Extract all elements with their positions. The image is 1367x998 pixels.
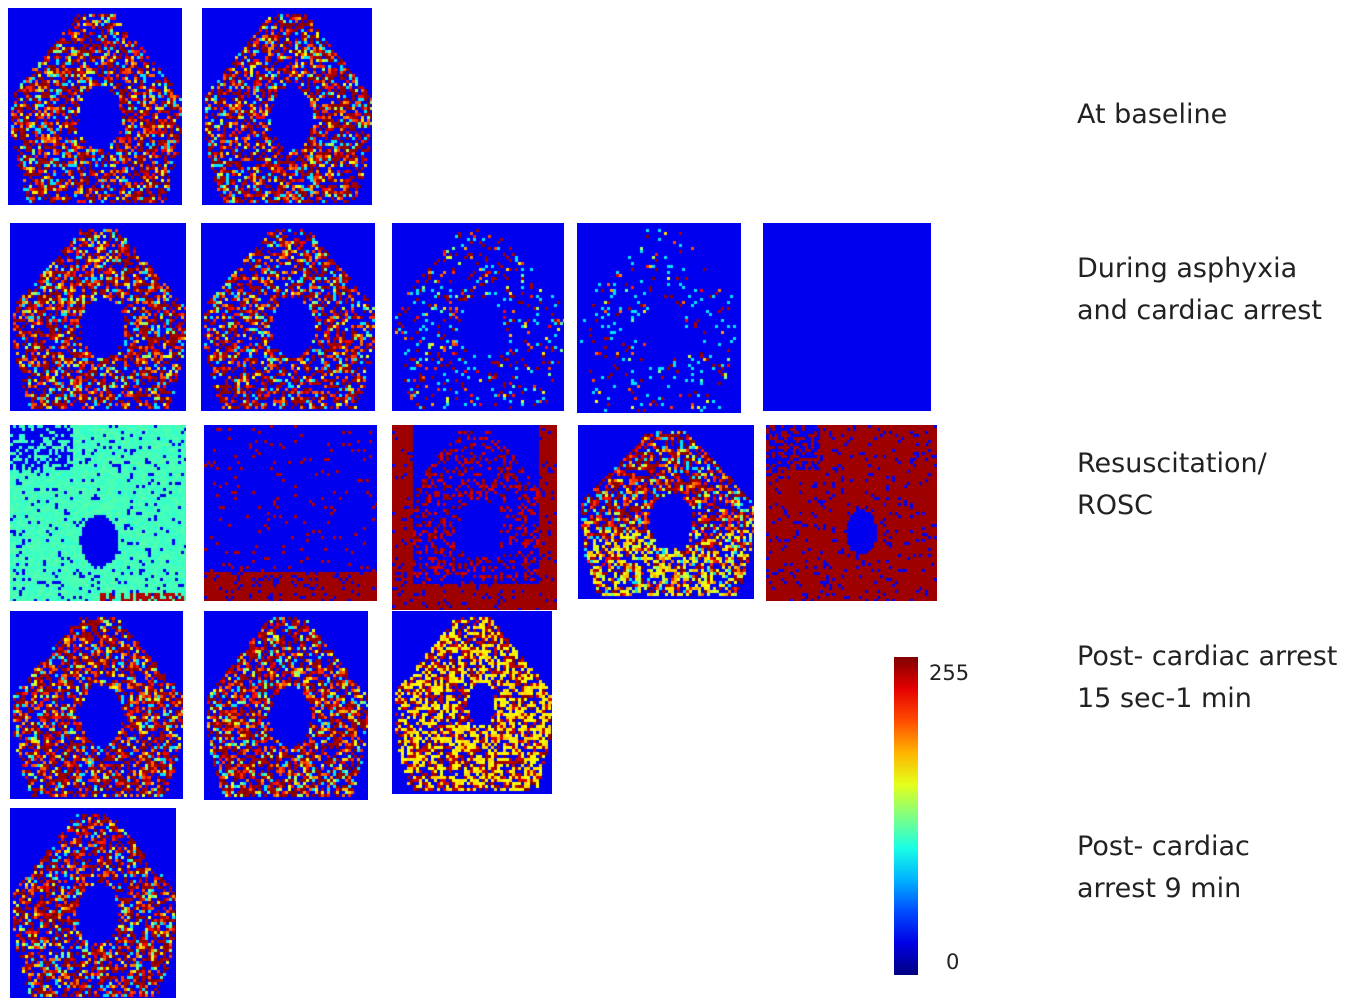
- row-label-line: At baseline: [1077, 99, 1228, 130]
- scan-image: [202, 8, 372, 205]
- scan-panel: [201, 223, 375, 411]
- colorbar: [894, 657, 918, 975]
- scan-panel: [10, 223, 186, 411]
- row-label: Post- cardiac arrest 9 min: [1077, 826, 1362, 910]
- row-label-line: and cardiac arrest: [1077, 295, 1322, 326]
- row-label-line: During asphyxia: [1077, 253, 1298, 284]
- row-label-line: Post- cardiac arrest: [1077, 641, 1338, 672]
- scan-image: [577, 223, 741, 413]
- row-label: During asphyxia and cardiac arrest: [1077, 248, 1362, 332]
- scan-image: [10, 223, 186, 411]
- scan-image: [392, 611, 552, 794]
- scan-panel: [8, 8, 182, 205]
- scan-panel: [204, 611, 368, 800]
- scan-panel: [10, 808, 176, 998]
- scan-panel: [766, 425, 937, 601]
- scan-panel: [204, 425, 377, 601]
- scan-image: [10, 808, 176, 998]
- scan-image: [392, 223, 564, 411]
- row-label: At baseline: [1077, 94, 1362, 136]
- scan-panel: [763, 223, 931, 411]
- scan-panel: [10, 425, 186, 601]
- colorbar-min-label: 0: [946, 950, 960, 974]
- scan-image: [763, 223, 931, 411]
- scan-image: [8, 8, 182, 205]
- row-label-line: Post- cardiac: [1077, 831, 1250, 862]
- scan-panel: [578, 425, 754, 599]
- row-label-line: ROSC: [1077, 490, 1154, 521]
- row-label: Resuscitation/ROSC: [1077, 443, 1362, 527]
- row-label: Post- cardiac arrest 15 sec-1 min: [1077, 636, 1362, 720]
- scan-panel: [392, 223, 564, 411]
- scan-panel: [392, 425, 557, 610]
- scan-image: [578, 425, 754, 599]
- colorbar-max-label: 255: [929, 661, 970, 685]
- scan-image: [204, 425, 377, 601]
- scan-panel: [202, 8, 372, 205]
- scan-image: [10, 425, 186, 601]
- scan-panel: [10, 611, 183, 799]
- row-label-line: 15 sec-1 min: [1077, 683, 1252, 714]
- scan-panel: [577, 223, 741, 413]
- scan-image: [204, 611, 368, 800]
- row-label-line: arrest 9 min: [1077, 873, 1242, 904]
- scan-panel: [392, 611, 552, 794]
- scan-image: [766, 425, 937, 601]
- row-label-line: Resuscitation/: [1077, 448, 1267, 479]
- scan-image: [10, 611, 183, 799]
- scan-image: [392, 425, 557, 610]
- scan-image: [201, 223, 375, 411]
